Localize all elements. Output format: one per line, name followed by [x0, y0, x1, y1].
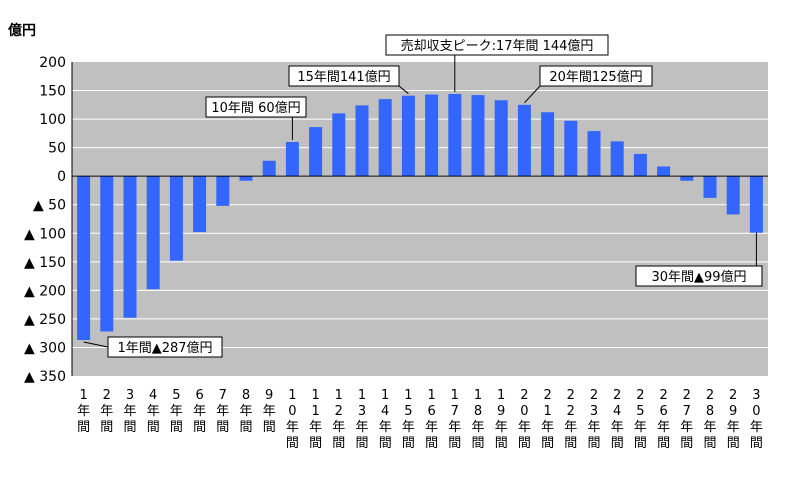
bar: [146, 176, 160, 290]
bar: [564, 120, 578, 177]
x-tick-label: 2 年間: [100, 388, 113, 435]
annotation-box: [205, 96, 307, 118]
bar: [77, 176, 91, 341]
x-tick-label: 8 年間: [239, 388, 252, 435]
bar: [332, 113, 346, 177]
annotation-leader: [524, 85, 541, 104]
bar: [239, 176, 253, 181]
x-tick-label: 4 年間: [147, 388, 160, 435]
x-tick-label: 2 8 年間: [703, 388, 716, 451]
bar: [448, 93, 462, 177]
x-tick-label: 5 年間: [170, 388, 183, 435]
bar: [285, 141, 299, 177]
bar: [703, 176, 717, 198]
x-tick-label: 1 5 年間: [402, 388, 415, 451]
x-tick-label: 2 5 年間: [634, 388, 647, 451]
y-tick-label: 200: [39, 55, 66, 71]
x-tick-label: 2 9 年間: [727, 388, 740, 451]
x-tick-label: 2 6 年間: [657, 388, 670, 451]
y-tick-label: ▲ 350: [24, 369, 66, 385]
annotation-label: 20年間125億円: [549, 69, 642, 85]
annotation-label: 15年間141億円: [297, 69, 390, 85]
y-tick-label: ▲ 100: [24, 226, 66, 242]
x-tick-label: 1 3 年間: [355, 388, 368, 451]
annotation-box: [288, 65, 400, 87]
annotation-label: 1年間▲287億円: [117, 340, 212, 356]
annotation-leader: [83, 341, 109, 348]
annotation-label: 10年間 60億円: [211, 100, 300, 116]
x-tick-label: 2 3 年間: [587, 388, 600, 451]
bar: [193, 176, 207, 233]
x-tick-label: 9 年間: [263, 388, 276, 435]
bar: [378, 99, 392, 177]
bar: [587, 131, 601, 177]
x-tick-label: 1 4 年間: [379, 388, 392, 451]
annotation-label: 30年間▲99億円: [651, 269, 746, 285]
annotation-box: [107, 336, 223, 358]
bar: [749, 176, 763, 233]
x-tick-label: 2 0 年間: [518, 388, 531, 451]
x-tick-label: 3 0 年間: [750, 388, 763, 451]
x-tick-label: 1 8 年間: [471, 388, 484, 451]
bar: [123, 176, 137, 318]
x-tick-label: 1 9 年間: [495, 388, 508, 451]
x-tick-label: 6 年間: [193, 388, 206, 435]
y-tick-label: ▲ 50: [33, 198, 66, 214]
y-tick-label: ▲ 250: [24, 312, 66, 328]
y-tick-label: ▲ 200: [24, 283, 66, 299]
y-tick-label: 50: [48, 141, 66, 157]
x-tick-label: 2 4 年間: [611, 388, 624, 451]
annotation-box: [539, 65, 653, 87]
x-tick-label: 1 年間: [77, 388, 90, 435]
annotation-box: [635, 265, 763, 287]
y-tick-label: ▲ 150: [24, 255, 66, 271]
y-axis-unit-label: 億円: [8, 23, 36, 39]
bar: [517, 104, 531, 177]
annotation-leader: [398, 85, 409, 95]
y-tick-label: 100: [39, 112, 66, 128]
bar: [610, 141, 624, 177]
annotation-box: [385, 34, 609, 56]
bar: [355, 105, 369, 177]
x-tick-label: 1 2 年間: [332, 388, 345, 451]
bar: [657, 166, 671, 177]
x-tick-label: 1 7 年間: [448, 388, 461, 451]
bar: [471, 95, 485, 177]
y-tick-label: ▲ 300: [24, 340, 66, 356]
x-tick-label: 1 6 年間: [425, 388, 438, 451]
bar: [680, 176, 694, 181]
y-tick-label: 0: [57, 169, 66, 185]
x-tick-label: 2 1 年間: [541, 388, 554, 451]
bar: [633, 153, 647, 177]
x-tick-label: 2 2 年間: [564, 388, 577, 451]
x-tick-label: 1 0 年間: [286, 388, 299, 451]
x-tick-label: 7 年間: [216, 388, 229, 435]
x-tick-label: 3 年間: [123, 388, 136, 435]
x-tick-label: 1 1 年間: [309, 388, 322, 451]
x-tick-label: 2 7 年間: [680, 388, 693, 451]
bar: [262, 160, 276, 177]
bar: [169, 176, 183, 261]
bar: [401, 95, 415, 177]
y-tick-label: 150: [39, 84, 66, 100]
bar: [100, 176, 114, 332]
bar: [309, 127, 323, 177]
plot-area: [72, 62, 768, 376]
bar: [726, 176, 740, 215]
bar: [216, 176, 230, 206]
bar: [425, 94, 439, 177]
bar: [541, 112, 555, 177]
annotation-label: 売却収支ピーク:17年間 144億円: [401, 38, 594, 54]
bar: [494, 100, 508, 177]
